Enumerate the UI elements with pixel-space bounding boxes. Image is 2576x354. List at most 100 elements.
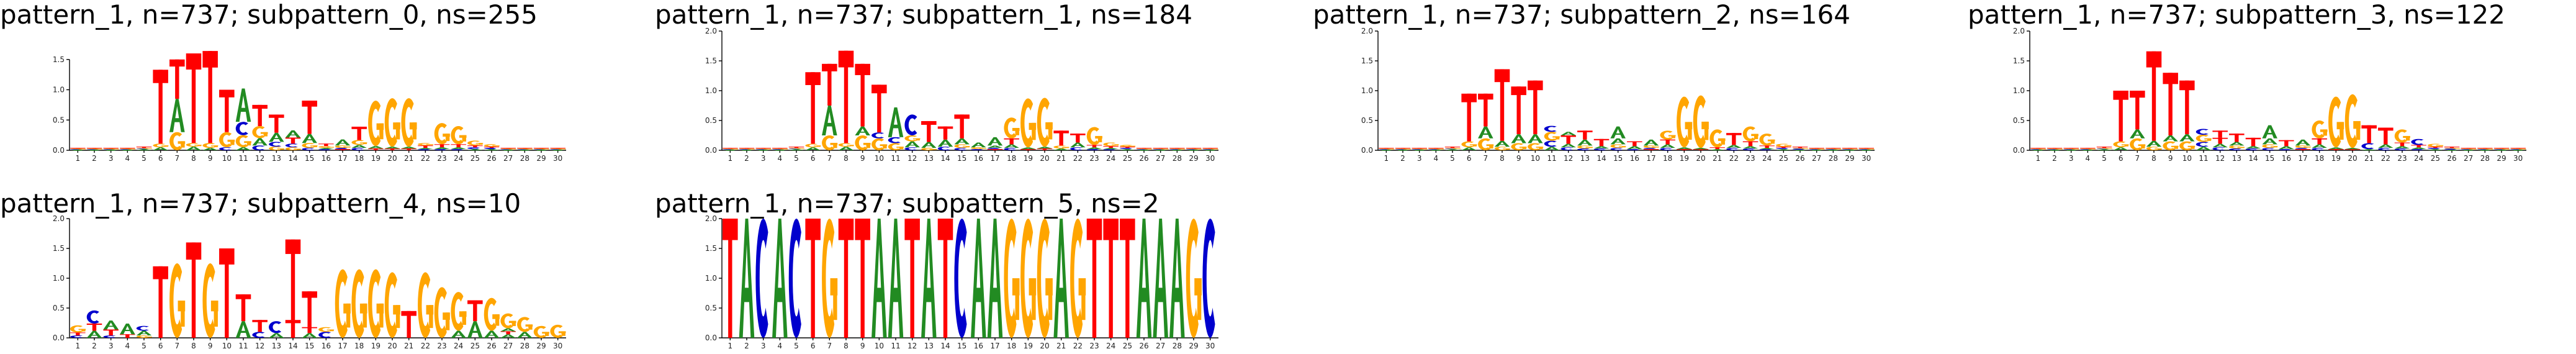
letter-T	[2444, 147, 2460, 148]
letter-A	[1461, 147, 1477, 150]
letter-G	[401, 98, 417, 147]
letter-T	[2312, 138, 2327, 145]
x-tick-label: 26	[1795, 154, 1804, 163]
letter-C	[103, 335, 116, 338]
letter-T	[2229, 134, 2245, 142]
logo-column	[484, 144, 500, 151]
letter-C	[2394, 148, 2407, 150]
x-tick-label: 3	[761, 342, 766, 350]
letter-A	[2146, 140, 2162, 147]
letter-C	[1560, 147, 1574, 150]
x-tick-label: 8	[191, 342, 196, 350]
x-tick-label: 17	[338, 342, 347, 350]
letter-G	[1643, 145, 1659, 148]
x-tick-label: 25	[471, 342, 480, 350]
y-tick-label: 2.0	[705, 214, 717, 223]
x-tick-label: 10	[222, 342, 232, 350]
letter-C	[318, 149, 331, 150]
letter-A	[2163, 135, 2178, 142]
letter-G	[1379, 148, 1395, 150]
letter-T	[136, 147, 152, 148]
letter-G	[1136, 148, 1152, 150]
letter-T	[1528, 80, 1543, 135]
x-tick-label: 13	[924, 342, 934, 350]
x-tick-label: 21	[1056, 154, 1066, 163]
logo-column	[318, 143, 335, 150]
logo-column	[351, 269, 367, 338]
letter-A	[2312, 144, 2327, 148]
x-tick-label: 4	[125, 154, 130, 163]
logo-column	[550, 148, 566, 151]
logo-column	[1627, 141, 1642, 150]
x-tick-label: 19	[1024, 342, 1033, 350]
x-tick-label: 16	[1630, 154, 1639, 163]
letter-G	[467, 140, 484, 146]
letter-T	[169, 59, 185, 99]
letter-G	[219, 132, 235, 148]
letter-A	[1693, 148, 1709, 150]
x-tick-label: 20	[1696, 154, 1705, 163]
x-tick-label: 8	[2151, 154, 2156, 163]
letter-G	[2195, 135, 2212, 142]
letter-G	[368, 269, 384, 338]
x-tick-label: 5	[142, 342, 146, 350]
letter-C	[2411, 138, 2424, 145]
logo-column	[1004, 219, 1020, 338]
letter-C	[1070, 147, 1083, 150]
logo-column	[252, 320, 268, 338]
letter-G	[335, 269, 351, 338]
logo-column	[1037, 98, 1053, 150]
letter-T	[418, 145, 433, 148]
letter-G	[169, 263, 186, 338]
x-tick-label: 17	[338, 154, 347, 163]
letter-A	[2080, 150, 2096, 151]
y-tick-label: 1.0	[705, 86, 717, 95]
letter-T	[1693, 149, 1709, 150]
logo-column	[921, 120, 937, 151]
logo-column	[1153, 219, 1168, 338]
logo-column	[1742, 126, 1759, 150]
logo-column	[2229, 134, 2245, 150]
letter-T	[2096, 147, 2112, 148]
x-tick-label: 23	[1089, 154, 1099, 163]
letter-A	[1202, 150, 1218, 151]
letter-T	[1086, 219, 1102, 338]
letter-T	[285, 320, 301, 338]
letter-G	[1693, 95, 1709, 148]
letter-C	[2195, 129, 2209, 135]
logo-column	[937, 126, 953, 151]
letter-A	[971, 219, 986, 338]
x-tick-label: 15	[957, 154, 966, 163]
letter-T	[937, 219, 953, 338]
logo-column	[550, 324, 566, 338]
letter-C	[219, 147, 232, 151]
x-tick-label: 28	[1829, 154, 1838, 163]
logo-column	[1070, 134, 1086, 150]
y-tick-label: 0.5	[705, 304, 717, 312]
x-tick-label: 22	[1073, 154, 1083, 163]
y-tick-label: 1.0	[705, 274, 717, 283]
logo-column	[788, 147, 804, 151]
x-tick-label: 28	[520, 154, 529, 163]
letter-T	[921, 120, 937, 142]
logo-panel: pattern_1, n=737; subpattern_0, ns=255 0.…	[0, 0, 566, 163]
letter-T	[1120, 147, 1135, 148]
letter-A	[888, 219, 904, 338]
letter-A	[2063, 150, 2079, 151]
logo-column	[434, 287, 450, 338]
x-tick-label: 3	[761, 154, 766, 163]
x-tick-label: 21	[404, 154, 413, 163]
x-tick-label: 18	[354, 154, 364, 163]
logo-column	[269, 321, 284, 338]
letter-C	[467, 147, 480, 150]
logo-column	[2030, 148, 2047, 151]
letter-A	[971, 142, 986, 148]
x-tick-label: 15	[1613, 154, 1623, 163]
logo-column	[739, 148, 755, 151]
letter-A	[2394, 146, 2410, 149]
x-tick-label: 30	[553, 342, 562, 350]
letter-T	[1792, 147, 1808, 148]
letter-C	[318, 332, 331, 338]
letter-A	[1020, 147, 1036, 150]
logo-column	[1120, 219, 1135, 338]
